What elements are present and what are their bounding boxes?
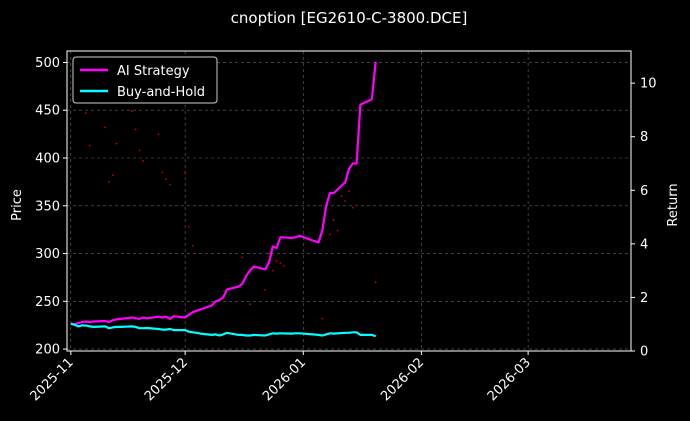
series-layer [70,61,377,338]
price-point [191,245,194,247]
legend-label-ai-strategy: AI Strategy [117,64,190,79]
price-point [268,252,270,255]
price-point [329,233,331,236]
price-point [275,260,278,263]
price-point [168,183,171,186]
left-axis-ticks: 200 250 300 350 400 450 500 [35,56,67,358]
left-tick-label: 350 [35,199,60,214]
grid [67,51,631,351]
price-point [348,190,350,193]
plot-frame [66,50,632,352]
left-tick-label: 300 [35,247,60,262]
price-point [184,171,187,174]
price-point [130,110,133,113]
legend-label-buy-and-hold: Buy-and-Hold [117,85,205,100]
legend: AI Strategy Buy-and-Hold [72,56,218,104]
right-tick-label: 8 [640,130,648,145]
left-tick-label: 250 [35,295,60,310]
right-tick-label: 4 [640,237,648,252]
price-point [161,171,164,174]
price-point [374,281,377,284]
price-point [142,159,145,162]
buy-and-hold-line [70,322,377,338]
right-axis-label: Return [666,183,681,226]
price-point [104,126,107,129]
price-point [271,269,274,272]
left-tick-label: 450 [35,104,60,119]
right-tick-label: 0 [640,345,648,360]
price-point [134,128,137,131]
price-point [108,180,110,183]
price-point [336,229,339,232]
price-point [321,317,324,320]
price-point [249,303,251,306]
left-tick-label: 500 [35,56,60,71]
price-point [279,262,282,265]
price-point [111,174,114,177]
price-point [85,112,87,115]
price-point [241,256,244,259]
right-tick-label: 10 [640,77,657,92]
price-point [351,206,354,209]
ai-strategy-line [70,61,377,326]
price-point [157,133,160,136]
left-tick-label: 200 [35,343,60,358]
price-point [283,265,286,267]
left-tick-label: 400 [35,152,60,167]
price-point [88,144,91,147]
right-tick-label: 6 [640,184,648,199]
price-point [188,225,190,228]
price-point [340,195,343,198]
price-point [165,178,167,180]
right-tick-label: 2 [640,291,648,306]
price-point [332,219,335,222]
price-point [115,142,118,145]
price-point [344,200,347,202]
right-axis-ticks: 0 2 4 6 8 10 [631,77,657,360]
legend-box [72,56,218,104]
price-point [138,149,141,152]
left-axis-label: Price [10,189,25,221]
price-point [264,288,267,291]
chart-title: cnoption [EG2610-C-3800.DCE] [231,9,468,27]
